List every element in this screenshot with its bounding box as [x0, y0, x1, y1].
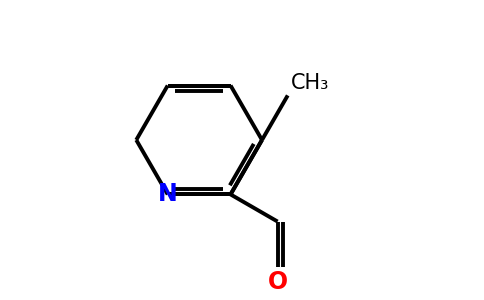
Text: CH₃: CH₃: [290, 73, 329, 93]
Text: N: N: [158, 182, 178, 206]
Text: O: O: [268, 270, 287, 294]
